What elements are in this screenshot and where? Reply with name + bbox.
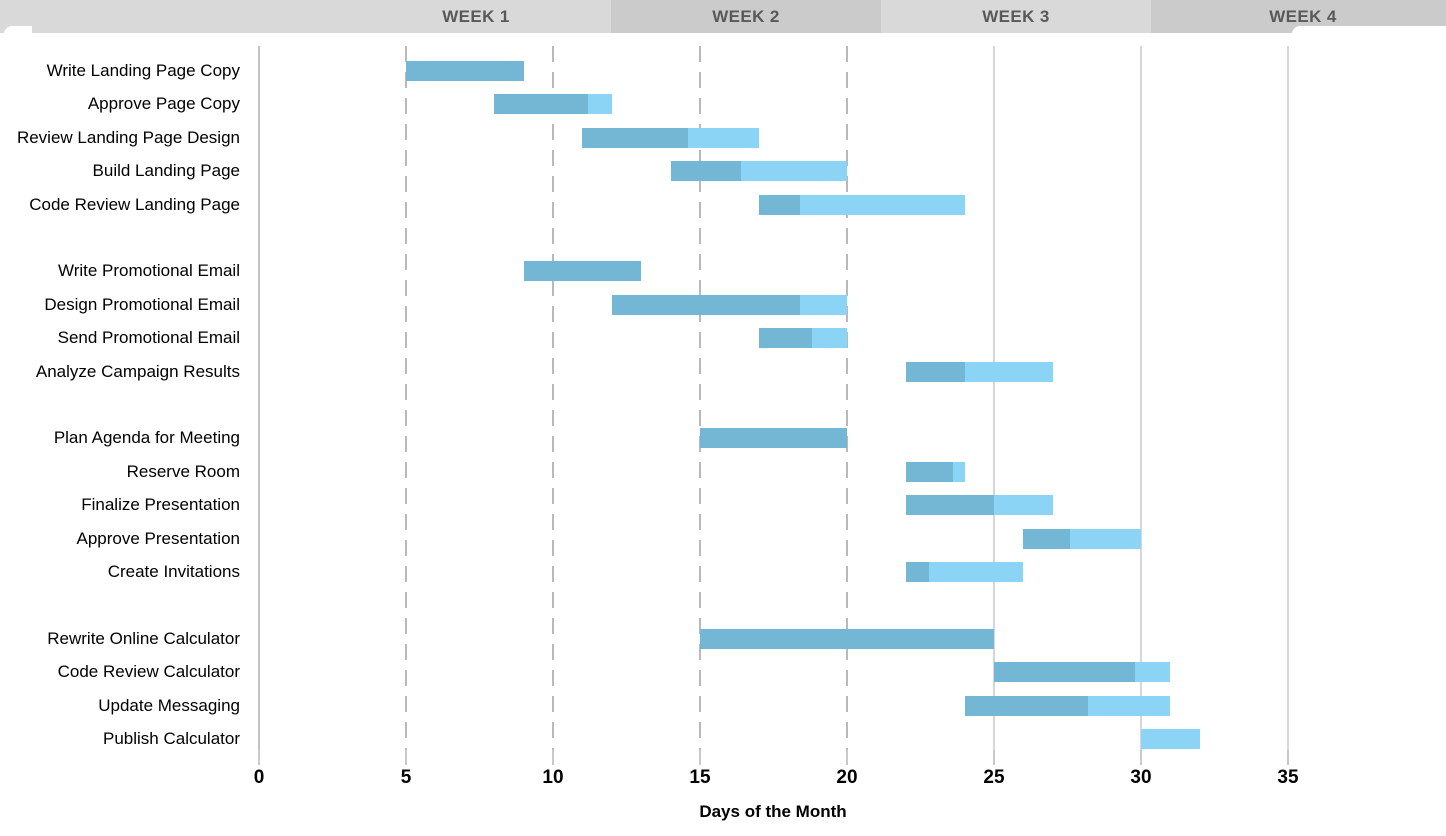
gantt-bar-remaining bbox=[952, 461, 965, 482]
gantt-bar-completed bbox=[905, 495, 994, 516]
task-label: Plan Agenda for Meeting bbox=[53, 428, 240, 448]
x-tick-label: 15 bbox=[689, 767, 711, 788]
week-4-label: WEEK 4 bbox=[1269, 7, 1337, 26]
gantt-bar-completed bbox=[964, 695, 1089, 716]
task-label: Publish Calculator bbox=[102, 729, 240, 748]
chart-card-corner-right bbox=[1292, 26, 1446, 34]
x-tick-label: 10 bbox=[542, 767, 564, 788]
x-tick-label: 25 bbox=[983, 767, 1005, 788]
gantt-bar-completed bbox=[700, 428, 847, 449]
task-label: Review Landing Page Design bbox=[16, 127, 240, 147]
gantt-bar-completed bbox=[523, 261, 642, 282]
gantt-bar-completed bbox=[994, 662, 1136, 683]
task-label: Approve Page Copy bbox=[87, 94, 240, 114]
gantt-bar-completed bbox=[905, 562, 930, 582]
task-label: Write Landing Page Copy bbox=[46, 61, 240, 80]
gantt-bar-completed bbox=[406, 61, 524, 81]
task-label: Update Messaging bbox=[98, 695, 240, 715]
task-label: Code Review Landing Page bbox=[29, 194, 240, 214]
week-3-label: WEEK 3 bbox=[982, 7, 1050, 26]
gridline-dashed-day-15 bbox=[699, 46, 701, 750]
x-tick bbox=[846, 750, 848, 765]
x-tick-label: 5 bbox=[400, 767, 412, 788]
x-tick bbox=[258, 750, 260, 765]
gantt-bar-remaining bbox=[994, 495, 1053, 516]
gantt-bar-remaining bbox=[1088, 695, 1171, 716]
gantt-bar-remaining bbox=[799, 294, 847, 315]
gantt-bar-completed bbox=[582, 127, 689, 148]
x-tick bbox=[1140, 750, 1142, 765]
gridline-solid-day-35 bbox=[1287, 46, 1289, 750]
task-label: Send Promotional Email bbox=[57, 328, 240, 348]
gantt-bar-completed bbox=[905, 361, 965, 382]
gridline-dashed-day-5 bbox=[405, 46, 407, 750]
x-tick bbox=[1287, 750, 1289, 765]
gridline-solid-day-25 bbox=[993, 46, 995, 750]
gantt-bar-remaining bbox=[741, 161, 847, 182]
week-1-label: WEEK 1 bbox=[442, 7, 510, 26]
gridline-solid-day-30 bbox=[1140, 46, 1142, 750]
gantt-bar-completed bbox=[758, 328, 812, 349]
task-label: Code Review Calculator bbox=[57, 662, 240, 682]
x-tick bbox=[993, 750, 995, 765]
task-label: Finalize Presentation bbox=[81, 495, 240, 515]
gantt-bar-completed bbox=[1023, 528, 1071, 549]
task-label: Build Landing Page bbox=[92, 161, 240, 181]
x-tick bbox=[699, 750, 701, 765]
gantt-bar-completed bbox=[758, 194, 800, 215]
gridline-axis-0 bbox=[258, 46, 260, 750]
x-tick-label: 35 bbox=[1277, 767, 1299, 788]
gantt-bar-completed bbox=[700, 628, 994, 649]
task-label: Create Invitations bbox=[107, 562, 240, 581]
chart-card-corner-left bbox=[4, 26, 32, 34]
x-tick bbox=[405, 750, 407, 765]
gantt-bar-remaining bbox=[1141, 729, 1200, 749]
week-header-band: WEEK 1 WEEK 2 WEEK 3 WEEK 4 bbox=[0, 0, 1446, 34]
gantt-bar-remaining bbox=[929, 562, 1024, 582]
gantt-bar-remaining bbox=[688, 127, 759, 148]
gantt-bar-remaining bbox=[964, 361, 1053, 382]
gantt-bar-remaining bbox=[799, 194, 965, 215]
gridline-dashed-day-10 bbox=[552, 46, 554, 750]
gantt-bar-remaining bbox=[1135, 662, 1171, 683]
task-label: Approve Presentation bbox=[76, 528, 241, 548]
gantt-bar-completed bbox=[611, 294, 800, 315]
x-tick-label: 30 bbox=[1130, 767, 1152, 788]
task-label: Design Promotional Email bbox=[44, 294, 240, 314]
task-label: Reserve Room bbox=[126, 461, 240, 481]
gantt-bar-completed bbox=[670, 161, 742, 182]
gantt-bar-remaining bbox=[588, 94, 612, 115]
task-label: Write Promotional Email bbox=[57, 261, 240, 281]
gridline-dashed-day-20 bbox=[846, 46, 848, 750]
gantt-bar-completed bbox=[905, 461, 953, 482]
task-label: Analyze Campaign Results bbox=[35, 361, 240, 381]
gantt-bar-completed bbox=[494, 94, 589, 115]
task-label: Rewrite Online Calculator bbox=[47, 628, 240, 648]
x-tick bbox=[552, 750, 554, 765]
x-axis-title: Days of the Month bbox=[699, 802, 847, 821]
x-tick-label: 20 bbox=[836, 767, 858, 788]
week-2-label: WEEK 2 bbox=[712, 7, 780, 26]
gantt-bar-remaining bbox=[811, 328, 847, 349]
week-2-section bbox=[611, 0, 881, 33]
x-tick-label: 0 bbox=[253, 767, 265, 788]
gantt-bar-remaining bbox=[1070, 528, 1141, 549]
